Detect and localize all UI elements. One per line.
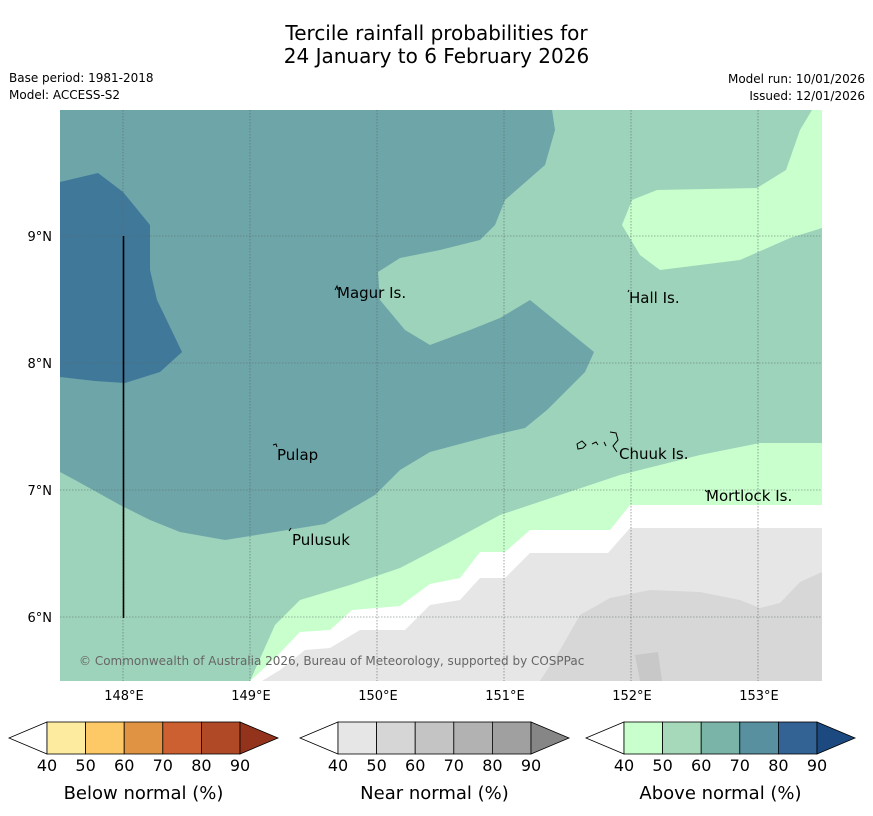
- legend-swatch: [662, 721, 702, 755]
- issued-date: Issued: 12/01/2026: [749, 89, 865, 103]
- lon-tick: 149°E: [231, 689, 271, 704]
- metadata-right: Model run: 10/01/2026 Issued: 12/01/2026: [728, 71, 865, 105]
- legend-tick: 60: [691, 756, 711, 775]
- legend-swatch: [85, 721, 125, 755]
- zone-above-70: [60, 173, 182, 383]
- legend-swatch: [376, 721, 416, 755]
- legend-cap-right: [816, 721, 857, 755]
- zone-near-50-patch: [635, 652, 662, 681]
- legend-3: 40 50 60 70 80 90 Above normal (%): [584, 721, 857, 804]
- place-labels: Magur Is. Hall Is. Pulap Chuuk Is. Mortl…: [277, 284, 792, 549]
- label-magur: Magur Is.: [337, 284, 406, 302]
- lon-tick: 150°E: [358, 689, 398, 704]
- zone-near-50: [540, 572, 822, 681]
- label-chuuk: Chuuk Is.: [619, 445, 688, 463]
- island-magur-icon: [334, 284, 339, 291]
- legend-swatch: [123, 721, 164, 755]
- legend-cap-left: [584, 721, 625, 755]
- model-name: Model: ACCESS-S2: [9, 88, 121, 102]
- lat-tick: 8°N: [28, 357, 53, 372]
- legend-1: 40 50 60 70 80 90 Below normal (%): [7, 721, 280, 804]
- legend-tick: 70: [444, 756, 464, 775]
- legend-tick: 80: [191, 756, 211, 775]
- legend-cap-left: [298, 721, 339, 755]
- legend-tick: 50: [75, 756, 95, 775]
- legend-swatch: [46, 721, 86, 755]
- legend-title: Above normal (%): [639, 783, 801, 804]
- copyright-notice: © Commonwealth of Australia 2026, Bureau…: [79, 654, 584, 668]
- legend-title: Near normal (%): [360, 783, 509, 804]
- label-pulusuk: Pulusuk: [292, 531, 350, 549]
- lon-tick: 151°E: [485, 689, 525, 704]
- island-pulusuk-icon: [288, 527, 292, 532]
- metadata-left: Base period: 1981-2018 Model: ACCESS-S2: [9, 70, 154, 104]
- label-pulap: Pulap: [277, 446, 318, 464]
- model-run: Model run: 10/01/2026: [727, 72, 865, 86]
- island-hall-icon: [627, 289, 630, 293]
- map-title: Tercile rainfall probabilities for 24 Ja…: [0, 22, 873, 68]
- island-pulap-icon: [272, 443, 278, 448]
- lat-tick: 9°N: [28, 230, 53, 245]
- legend-tick: 90: [521, 756, 541, 775]
- legend-cap-right: [239, 721, 280, 755]
- title-line-2: 24 January to 6 February 2026: [283, 44, 590, 68]
- legend-tick: 90: [230, 756, 250, 775]
- legend-swatch: [162, 721, 202, 755]
- legend-tick: 40: [614, 756, 634, 775]
- legend-cap-left: [7, 721, 48, 755]
- graticule: [60, 110, 822, 681]
- legend-swatch: [700, 721, 741, 755]
- lon-tick: 152°E: [612, 689, 652, 704]
- lat-tick: 6°N: [28, 611, 53, 626]
- legend-tick: 90: [807, 756, 827, 775]
- legend-swatch: [778, 721, 818, 755]
- zone-above-60: [60, 110, 594, 540]
- base-period: Base period: 1981-2018: [9, 71, 154, 85]
- island-chuuk-icon: [576, 431, 619, 453]
- legend-tick: 60: [114, 756, 134, 775]
- legend-cap-right: [530, 721, 571, 755]
- label-mortlock: Mortlock Is.: [706, 487, 792, 505]
- legend-tick: 80: [482, 756, 502, 775]
- island-mortlock-icon: [704, 489, 708, 493]
- lat-tick: 7°N: [28, 484, 53, 499]
- legend-title: Below normal (%): [64, 783, 224, 804]
- legend-swatch: [491, 721, 532, 755]
- lon-tick: 153°E: [739, 689, 779, 704]
- legend-swatch: [623, 721, 663, 755]
- legend-swatch: [200, 721, 241, 755]
- legend-tick: 40: [37, 756, 57, 775]
- lat-tick-labels: 9°N 8°N 7°N 6°N: [28, 230, 53, 626]
- legend-swatch: [739, 721, 779, 755]
- legend-tick: 50: [652, 756, 672, 775]
- label-hall: Hall Is.: [629, 289, 680, 307]
- legend-swatch: [453, 721, 493, 755]
- legends: 40 50 60 70 80 90 Below normal (%) 40 50 60 70 80 90…: [7, 721, 857, 804]
- legend-swatch: [337, 721, 377, 755]
- legend-tick: 80: [768, 756, 788, 775]
- lon-tick-labels: 148°E 149°E 150°E 151°E 152°E 153°E: [104, 689, 779, 704]
- title-line-1: Tercile rainfall probabilities for: [285, 21, 588, 45]
- legend-tick: 50: [366, 756, 386, 775]
- zone-above-40-northeast: [622, 110, 822, 270]
- legend-tick: 70: [153, 756, 173, 775]
- legend-swatch: [414, 721, 455, 755]
- lon-tick: 148°E: [104, 689, 144, 704]
- legend-2: 40 50 60 70 80 90 Near normal (%): [298, 721, 571, 804]
- map-area: Magur Is. Hall Is. Pulap Chuuk Is. Mortl…: [60, 110, 822, 681]
- legend-tick: 70: [730, 756, 750, 775]
- islands: [272, 284, 708, 532]
- legend-tick: 40: [328, 756, 348, 775]
- legend-tick: 60: [405, 756, 425, 775]
